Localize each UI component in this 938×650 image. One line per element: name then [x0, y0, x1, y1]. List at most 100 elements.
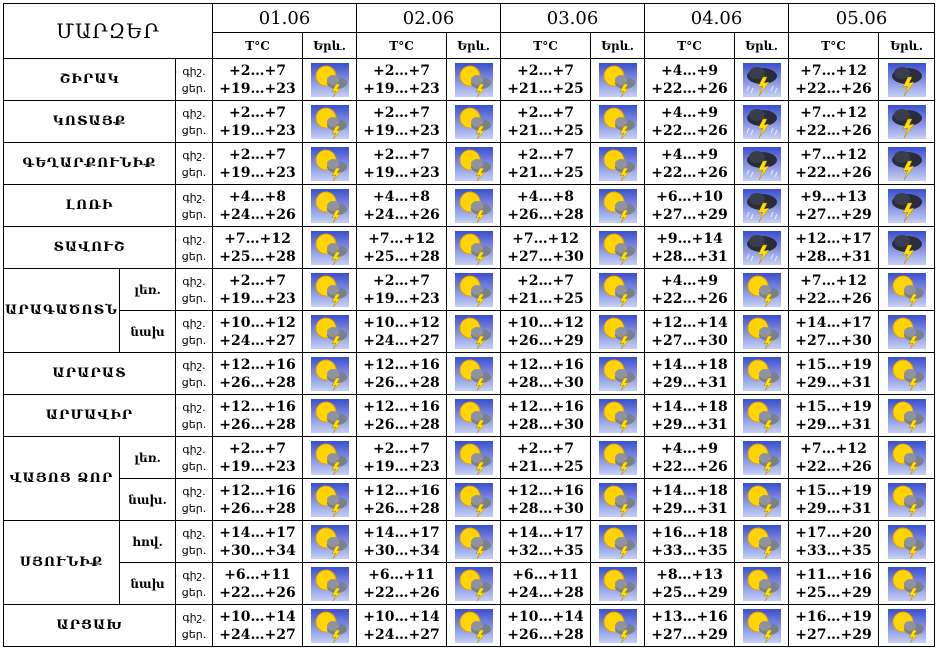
weather-icon-cell	[878, 352, 936, 395]
temperature-cell: +9…+13 +27…+29	[788, 184, 880, 227]
thunderstorm-rain-icon	[736, 104, 788, 139]
night-temp: +6…+10	[656, 188, 723, 205]
temperature-cell: +13…+16 +27…+29	[644, 604, 736, 647]
weather-icon-cell	[590, 562, 646, 605]
temperature-cell: +15…+19 +29…+31	[788, 394, 880, 437]
sun-cloud-storm-icon	[304, 230, 356, 265]
weather-icon-cell	[302, 352, 358, 395]
table-row: նախ. գիշ. ցեր. +12…+16 +26…+28 +12…+16 +26…+2…	[4, 478, 936, 521]
night-temp: +2…+7	[229, 104, 286, 121]
night-temp: +12…+16	[363, 356, 440, 373]
temperature-cell: +12…+16 +26…+28	[212, 352, 304, 395]
night-label: գիշ.	[182, 232, 206, 246]
temperature-cell: +12…+16 +28…+30	[500, 352, 592, 395]
sun-cloud-storm-icon	[448, 188, 500, 223]
table-row: ՎԱՅՈՑ ՁՈՐ լեռ. գիշ. ցեր. +2…+7 +19…+23 +2…+7 +…	[3, 436, 936, 521]
temperature-cell: +2…+7 +19…+23	[356, 436, 448, 479]
region-name: ԱՐԱԳԱԾՈՏՆ	[3, 268, 120, 353]
temperature-cell: +6…+11 +24…+28	[500, 562, 592, 605]
day-temp: +21…+25	[507, 164, 584, 181]
night-temp: +4…+9	[661, 104, 718, 121]
day-temp: +22…+26	[795, 164, 872, 181]
day-label: ցեր.	[181, 249, 207, 263]
sun-cloud-storm-icon	[880, 566, 934, 601]
weather-icon-cell	[590, 58, 646, 101]
temperature-cell: +2…+7 +19…+23	[212, 142, 304, 185]
weather-icon-cell	[590, 394, 646, 437]
weather-icon-cell	[734, 58, 790, 101]
sun-cloud-storm-icon	[304, 440, 356, 475]
weather-icon-cell	[734, 352, 790, 395]
night-temp: +2…+7	[373, 440, 430, 457]
day-temp: +33…+35	[795, 542, 872, 559]
sun-cloud-storm-icon	[592, 440, 644, 475]
night-temp: +14…+17	[219, 524, 296, 541]
thunderstorm-rain-icon	[736, 230, 788, 265]
day-temp: +21…+25	[507, 458, 584, 475]
day-temp: +24…+27	[219, 332, 296, 349]
weather-icon-cell	[878, 310, 936, 353]
night-temp: +2…+7	[373, 146, 430, 163]
temperature-cell: +4…+9 +22…+26	[644, 268, 736, 311]
sun-cloud-storm-icon	[736, 524, 788, 559]
night-label: գիշ.	[182, 190, 206, 204]
sun-cloud-storm-icon	[592, 482, 644, 517]
sun-cloud-storm-icon	[304, 62, 356, 97]
night-temp: +9…+13	[800, 188, 867, 205]
temperature-cell: +2…+7 +19…+23	[212, 100, 304, 143]
temperature-cell: +2…+7 +19…+23	[212, 268, 304, 311]
table-row: ԳԵՂԱՐՔՈՒՆԻՔ գիշ. ցեր. +2…+7 +19…+23 +2…+7 +19…	[3, 142, 936, 185]
sun-cloud-storm-icon	[736, 272, 788, 307]
night-temp: +2…+7	[229, 272, 286, 289]
temp-column-header: T°C	[356, 32, 448, 59]
day-temp: +27…+29	[795, 206, 872, 223]
weather-icon-cell	[446, 520, 502, 563]
temperature-cell: +16…+19 +27…+29	[788, 604, 880, 647]
temperature-cell: +4…+9 +22…+26	[644, 142, 736, 185]
sun-cloud-storm-icon	[736, 608, 788, 643]
weather-icon-cell	[446, 352, 502, 395]
sun-cloud-storm-icon	[304, 104, 356, 139]
day-temp: +27…+29	[651, 206, 728, 223]
yerevan-column-header: Երև.	[878, 32, 936, 59]
temperature-cell: +14…+18 +29…+31	[644, 394, 736, 437]
temperature-cell: +2…+7 +19…+23	[356, 58, 448, 101]
thunderstorm-rain-icon	[736, 188, 788, 223]
temperature-cell: +14…+17 +32…+35	[500, 520, 592, 563]
region-name: ԱՐՑԱԽ	[3, 604, 176, 647]
day-temp: +29…+31	[651, 500, 728, 517]
day-night-labels: գիշ. ցեր.	[174, 520, 214, 563]
night-temp: +14…+18	[651, 356, 728, 373]
day-label: ցեր.	[181, 333, 207, 347]
night-temp: +4…+8	[517, 188, 574, 205]
day-temp: +24…+27	[219, 626, 296, 643]
weather-icon-cell	[302, 184, 358, 227]
night-label: գիշ.	[182, 148, 206, 162]
table-row: ԱՐԱՐԱՏ գիշ. ցեր. +12…+16 +26…+28 +12…+16 +26……	[3, 352, 936, 395]
sun-cloud-storm-icon	[736, 314, 788, 349]
region-name: ԱՐԱՐԱՏ	[3, 352, 176, 395]
temperature-cell: +6…+11 +22…+26	[212, 562, 304, 605]
sun-cloud-storm-icon	[592, 566, 644, 601]
day-label: ցեր.	[181, 207, 207, 221]
weather-icon-cell	[734, 520, 790, 563]
night-temp: +17…+20	[795, 524, 872, 541]
night-temp: +12…+16	[363, 482, 440, 499]
day-temp: +24…+27	[363, 626, 440, 643]
night-temp: +2…+7	[517, 272, 574, 289]
day-temp: +33…+35	[651, 542, 728, 559]
temperature-cell: +6…+11 +22…+26	[356, 562, 448, 605]
sun-cloud-storm-icon	[880, 524, 934, 559]
temperature-cell: +6…+10 +27…+29	[644, 184, 736, 227]
sun-cloud-storm-icon	[736, 566, 788, 601]
day-label: ցեր.	[181, 501, 207, 515]
night-temp: +16…+19	[795, 608, 872, 625]
day-temp: +21…+25	[507, 122, 584, 139]
sun-cloud-storm-icon	[592, 188, 644, 223]
temperature-cell: +4…+9 +22…+26	[644, 100, 736, 143]
day-temp: +21…+25	[507, 80, 584, 97]
day-temp: +26…+29	[507, 332, 584, 349]
day-temp: +29…+31	[651, 374, 728, 391]
night-temp: +4…+9	[661, 146, 718, 163]
night-temp: +10…+14	[219, 608, 296, 625]
